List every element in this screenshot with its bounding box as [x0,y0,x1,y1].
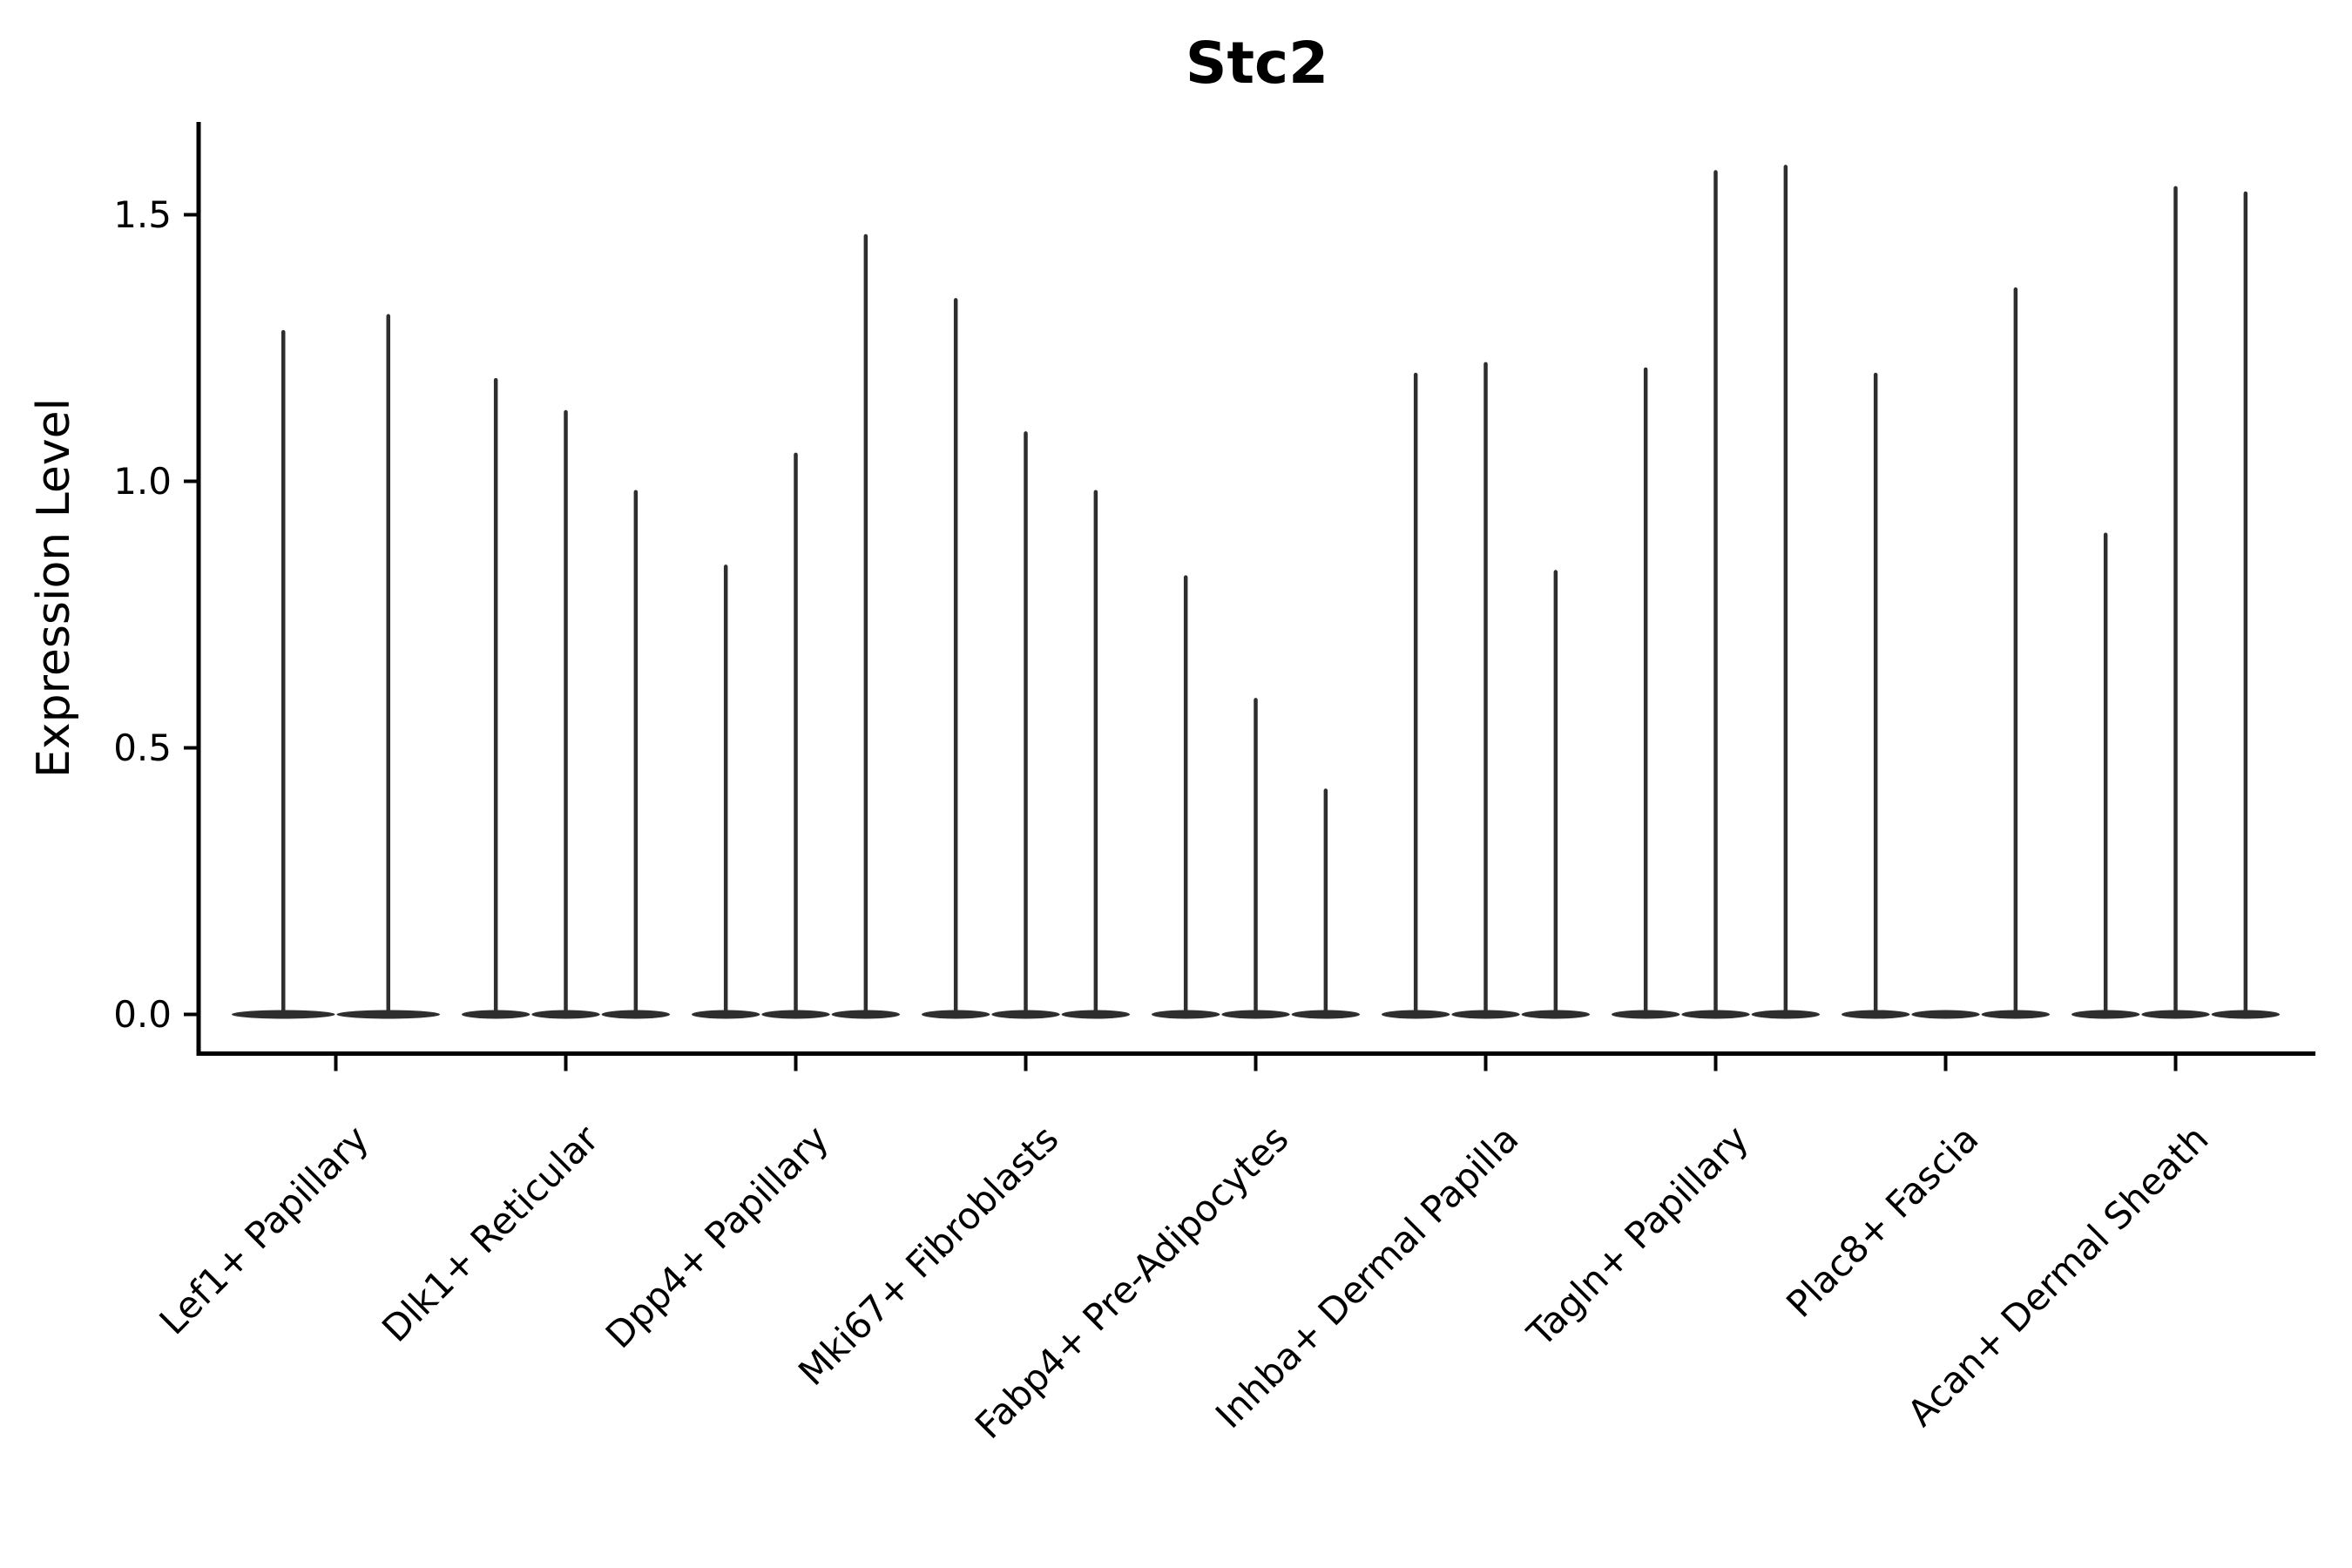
x-axis-category-label: Tagln+ Papillary [1518,1117,1756,1355]
x-axis-category-label: Dlk1+ Reticular [374,1117,607,1350]
x-axis-category-label: Mki67+ Fibroblasts [790,1117,1066,1393]
x-axis-category-label: Plac8+ Fascia [1778,1117,1986,1325]
y-tick-label: 1.0 [113,460,172,503]
x-axis-category-label: Dpp4+ Papillary [598,1117,837,1356]
y-tick-label: 0.0 [113,993,172,1036]
y-tick-label: 0.5 [113,727,172,769]
chart-title: Stc2 [1185,30,1329,97]
y-axis-title: Expression Level [28,397,80,779]
y-tick-label: 1.5 [113,193,172,236]
violin-body [1911,1010,1980,1019]
x-axis-category-label: Lef1+ Papillary [152,1117,377,1342]
